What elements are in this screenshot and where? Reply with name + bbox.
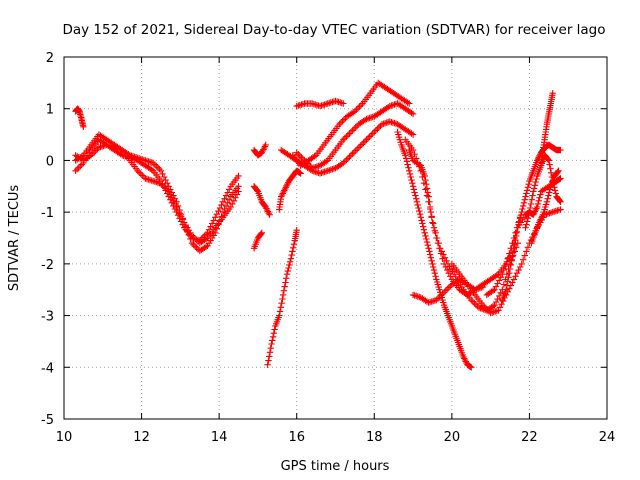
x-tick-label: 20 bbox=[444, 430, 461, 445]
axis-ticks bbox=[63, 56, 608, 420]
y-tick-label: -5 bbox=[41, 413, 54, 428]
x-tick-label: 16 bbox=[288, 430, 305, 445]
chart-title: Day 152 of 2021, Sidereal Day-to-day VTE… bbox=[62, 22, 605, 38]
x-tick-label: 12 bbox=[133, 430, 150, 445]
y-tick-label: 2 bbox=[46, 51, 54, 66]
x-tick-label: 10 bbox=[56, 430, 73, 445]
data-points bbox=[72, 79, 564, 371]
point-markers bbox=[72, 79, 564, 371]
y-tick-label: -3 bbox=[41, 310, 54, 325]
y-tick-label: 0 bbox=[46, 154, 54, 169]
y-tick-label: 1 bbox=[46, 103, 54, 118]
y-tick-label: -1 bbox=[41, 206, 54, 221]
x-tick-labels: 10 12 14 16 18 20 22 24 bbox=[56, 430, 616, 445]
x-tick-label: 22 bbox=[521, 430, 538, 445]
x-tick-label: 14 bbox=[211, 430, 228, 445]
y-tick-labels: 2 1 0 -1 -2 -3 -4 -5 bbox=[41, 51, 54, 428]
grid-lines bbox=[64, 57, 607, 419]
y-axis-label: SDTVAR / TECUs bbox=[7, 185, 22, 292]
x-tick-label: 24 bbox=[599, 430, 616, 445]
y-tick-label: -4 bbox=[41, 361, 54, 376]
y-tick-label: -2 bbox=[41, 258, 54, 273]
x-tick-label: 18 bbox=[366, 430, 383, 445]
plot-frame bbox=[63, 56, 608, 420]
x-axis-label: GPS time / hours bbox=[281, 459, 390, 474]
